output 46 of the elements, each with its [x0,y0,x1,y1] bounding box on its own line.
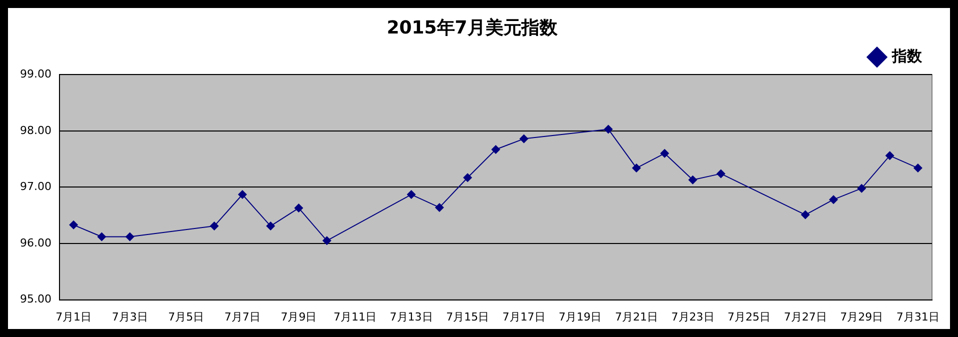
x-tick-label: 7月1日 [56,310,92,324]
point [238,190,247,200]
x-tick-label: 7月23日 [671,310,714,324]
x-tick-label: 7月15日 [446,310,490,324]
point [434,202,444,212]
legend-label: 指数 [891,46,923,65]
point [828,195,838,204]
point [519,134,528,144]
point [69,220,78,230]
y-tick-label: 97.00 [20,180,52,194]
point [857,184,866,193]
point [406,190,416,200]
x-tick-label: 7月27日 [784,310,827,324]
point [322,236,332,246]
y-tick-label: 95.00 [20,292,52,306]
point [266,222,276,231]
point [210,222,219,231]
point [294,204,304,213]
x-tick-label: 7月7日 [224,310,260,324]
x-tick-label: 7月5日 [168,310,204,324]
x-tick-label: 7月3日 [112,310,148,324]
point [632,164,641,173]
point [97,232,106,242]
x-tick-label: 7月21日 [614,310,658,324]
point [463,173,472,182]
point [885,151,894,160]
point [688,175,698,184]
x-tick-label: 7月11日 [334,310,377,324]
x-tick-label: 7月17日 [502,310,546,324]
y-tick-label: 98.00 [20,124,52,137]
x-tick-label: 7月25日 [728,310,771,324]
chart-title: 2015年7月美元指数 [386,17,558,38]
point [125,232,134,242]
x-tick-label: 7月29日 [840,310,884,324]
x-tick-label: 7月31日 [896,310,940,324]
point [913,164,922,173]
point [491,144,500,154]
y-tick-label: 99.00 [20,67,52,80]
x-tick-label: 7月19日 [558,310,602,324]
point [716,169,726,178]
point [800,210,810,220]
point [604,124,613,134]
point [660,148,670,158]
x-tick-label: 7月9日 [280,310,317,324]
x-tick-label: 7月13日 [390,310,433,324]
y-tick-label: 96.00 [20,236,52,250]
